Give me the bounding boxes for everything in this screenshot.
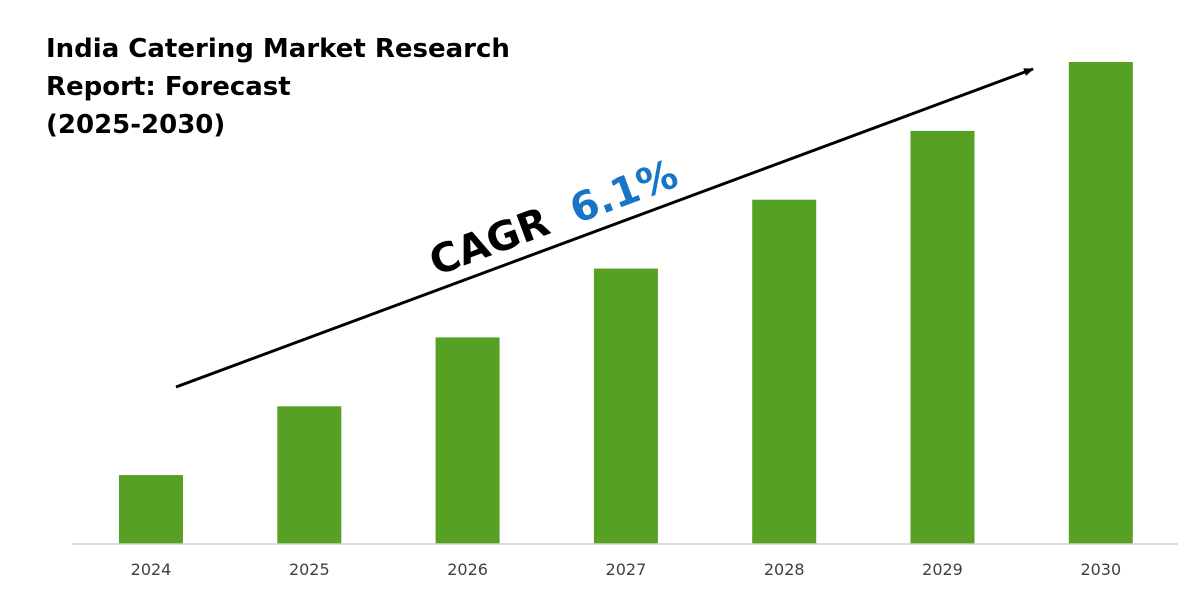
title-line-3: (2025-2030): [46, 110, 225, 140]
x-tick-label: 2026: [447, 560, 488, 579]
bar-2026: [435, 337, 500, 544]
cagr-label: CAGR: [423, 199, 555, 285]
bar-2029: [910, 130, 975, 544]
bar-2025: [277, 406, 342, 544]
x-tick-label: 2024: [131, 560, 172, 579]
x-tick-labels: 2024 2025 2026 2027 2028 2029 2030: [131, 560, 1122, 579]
x-tick-label: 2025: [289, 560, 330, 579]
title-line-1: India Catering Market Research: [46, 34, 510, 64]
x-tick-label: 2027: [606, 560, 647, 579]
bar-2028: [752, 199, 817, 544]
x-tick-label: 2029: [922, 560, 963, 579]
bar-2027: [593, 268, 658, 544]
bar-2024: [119, 475, 183, 544]
cagr-annotation: CAGR 6.1%: [423, 151, 684, 285]
chart-title: India Catering Market Research Report: F…: [46, 34, 510, 140]
x-tick-label: 2030: [1080, 560, 1121, 579]
bars-group: [119, 62, 1133, 544]
title-line-2: Report: Forecast: [46, 72, 291, 102]
x-tick-label: 2028: [764, 560, 805, 579]
trend-arrow: [175, 67, 1034, 389]
bar-2030: [1068, 62, 1133, 544]
